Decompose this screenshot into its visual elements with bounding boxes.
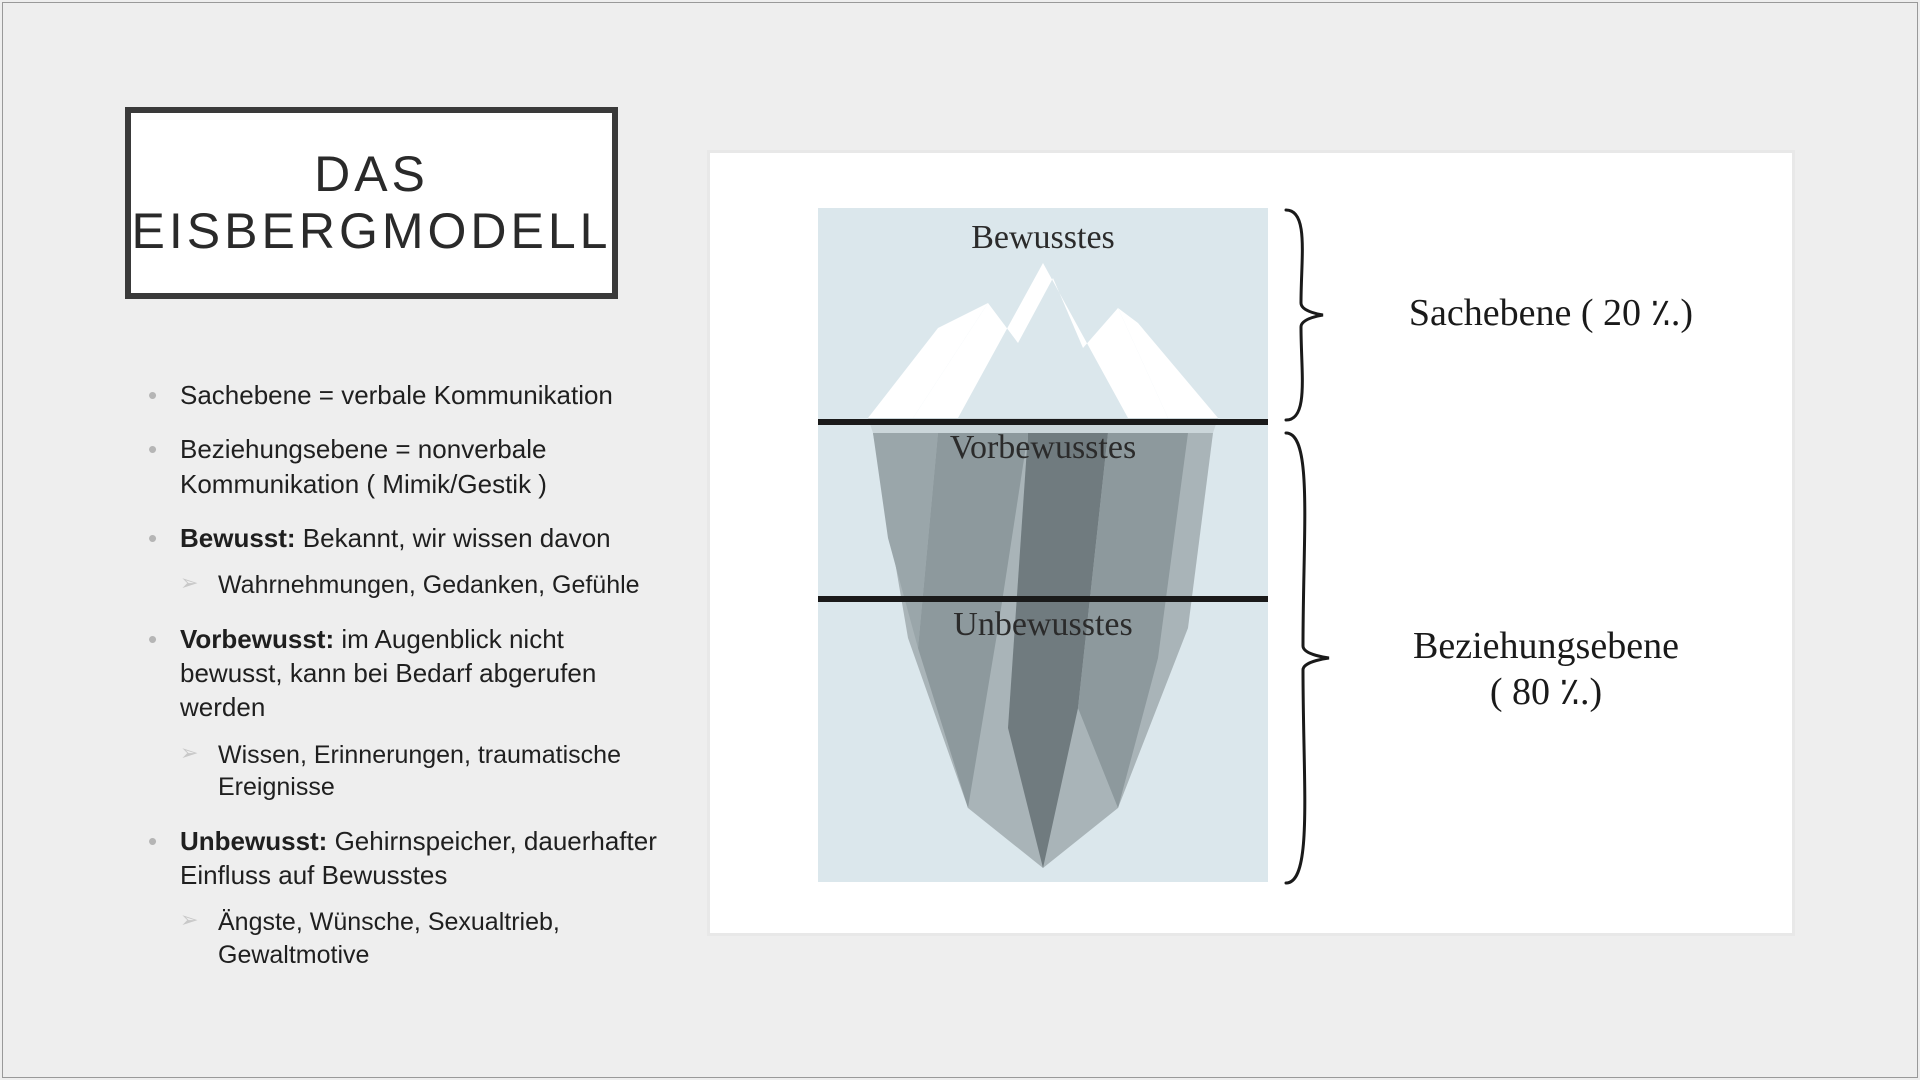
zone-mid-label: Vorbewusstes: [893, 429, 1193, 467]
zone-bot-label: Unbewusstes: [893, 606, 1193, 644]
bullet-bold: Bewusst:: [180, 523, 296, 553]
brace-bottom-label: Beziehungsebene ( 80 ٪.): [1346, 624, 1746, 715]
bullet-text: Bekannt, wir wissen davon: [296, 523, 611, 553]
figure-inner: Bewusstes Vorbewusstes Unbewusstes Sache…: [736, 179, 1772, 913]
bullet-text: Beziehungsebene = nonverbale Kommunikati…: [180, 434, 547, 498]
iceberg-svg: [818, 208, 1268, 882]
figure-frame: Bewusstes Vorbewusstes Unbewusstes Sache…: [707, 150, 1795, 936]
title-box: DAS EISBERGMODELL: [125, 107, 618, 299]
slide-title: DAS EISBERGMODELL: [132, 146, 612, 261]
waterline-divider: [818, 419, 1268, 425]
bullet-item: Unbewusst: Gehirnspeicher, dauerhafter E…: [138, 824, 658, 972]
brace-bottom: [1281, 431, 1336, 885]
sub-bullet: Wissen, Erinnerungen, traumatische Ereig…: [180, 739, 658, 804]
brace-top: [1281, 208, 1331, 422]
brace-bottom-line1: Beziehungsebene: [1413, 625, 1679, 667]
bullet-item: Vorbewusst: im Augenblick nicht bewusst,…: [138, 622, 658, 804]
brace-bottom-line2: ( 80 ٪.): [1490, 671, 1602, 713]
lower-divider: [818, 596, 1268, 602]
sub-text: Wissen, Erinnerungen, traumatische Ereig…: [218, 741, 621, 802]
bullet-list: Sachebene = verbale Kommunikation Bezieh…: [138, 378, 658, 991]
iceberg-panel: [818, 208, 1268, 882]
sub-text: Wahrnehmungen, Gedanken, Gefühle: [218, 571, 640, 599]
bullet-item: Sachebene = verbale Kommunikation: [138, 378, 658, 412]
bullet-item: Beziehungsebene = nonverbale Kommunikati…: [138, 432, 658, 501]
sub-text: Ängste, Wünsche, Sexualtrieb, Gewaltmoti…: [218, 908, 560, 969]
sub-bullet: Ängste, Wünsche, Sexualtrieb, Gewaltmoti…: [180, 906, 658, 971]
brace-top-label: Sachebene ( 20 ٪.): [1341, 291, 1761, 337]
bullet-text: Sachebene = verbale Kommunikation: [180, 380, 613, 410]
bullet-bold: Unbewusst:: [180, 826, 327, 856]
bullet-bold: Vorbewusst:: [180, 624, 334, 654]
zone-top-label: Bewusstes: [893, 219, 1193, 257]
sub-bullet: Wahrnehmungen, Gedanken, Gefühle: [180, 569, 658, 602]
bullet-item: Bewusst: Bekannt, wir wissen davon Wahrn…: [138, 521, 658, 602]
